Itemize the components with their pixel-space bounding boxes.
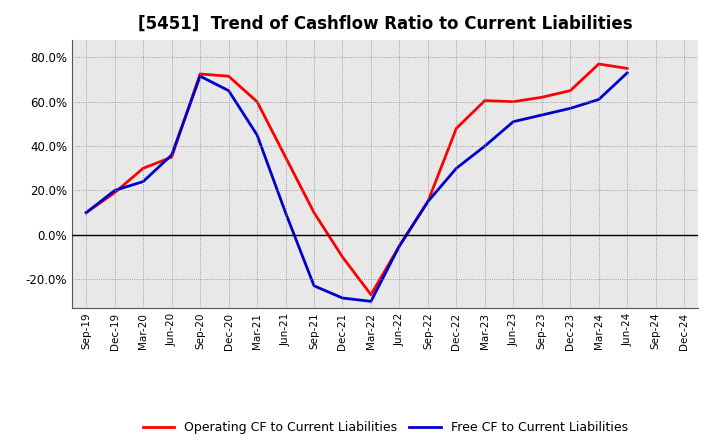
- Free CF to Current Liabilities: [310, 283, 318, 289]
- Operating CF to Current Liabilities: [395, 243, 404, 249]
- Free CF to Current Liabilities: [167, 152, 176, 158]
- Operating CF to Current Liabilities: [139, 165, 148, 171]
- Free CF to Current Liabilities: [282, 210, 290, 215]
- Free CF to Current Liabilities: [509, 119, 518, 125]
- Free CF to Current Liabilities: [139, 179, 148, 184]
- Operating CF to Current Liabilities: [452, 126, 461, 131]
- Free CF to Current Liabilities: [338, 295, 347, 301]
- Title: [5451]  Trend of Cashflow Ratio to Current Liabilities: [5451] Trend of Cashflow Ratio to Curren…: [138, 15, 632, 33]
- Free CF to Current Liabilities: [623, 70, 631, 76]
- Operating CF to Current Liabilities: [595, 61, 603, 66]
- Operating CF to Current Liabilities: [225, 73, 233, 79]
- Free CF to Current Liabilities: [366, 299, 375, 304]
- Operating CF to Current Liabilities: [537, 95, 546, 100]
- Operating CF to Current Liabilities: [623, 66, 631, 71]
- Free CF to Current Liabilities: [82, 210, 91, 215]
- Operating CF to Current Liabilities: [338, 254, 347, 260]
- Operating CF to Current Liabilities: [253, 99, 261, 104]
- Free CF to Current Liabilities: [595, 97, 603, 102]
- Operating CF to Current Liabilities: [167, 154, 176, 160]
- Free CF to Current Liabilities: [253, 132, 261, 138]
- Operating CF to Current Liabilities: [423, 199, 432, 204]
- Operating CF to Current Liabilities: [366, 292, 375, 297]
- Operating CF to Current Liabilities: [196, 71, 204, 77]
- Free CF to Current Liabilities: [480, 143, 489, 149]
- Free CF to Current Liabilities: [537, 112, 546, 117]
- Operating CF to Current Liabilities: [82, 210, 91, 215]
- Free CF to Current Liabilities: [452, 165, 461, 171]
- Free CF to Current Liabilities: [110, 188, 119, 193]
- Operating CF to Current Liabilities: [110, 190, 119, 195]
- Operating CF to Current Liabilities: [480, 98, 489, 103]
- Operating CF to Current Liabilities: [282, 154, 290, 160]
- Free CF to Current Liabilities: [566, 106, 575, 111]
- Free CF to Current Liabilities: [225, 88, 233, 93]
- Operating CF to Current Liabilities: [566, 88, 575, 93]
- Operating CF to Current Liabilities: [310, 210, 318, 215]
- Free CF to Current Liabilities: [423, 199, 432, 204]
- Line: Operating CF to Current Liabilities: Operating CF to Current Liabilities: [86, 64, 627, 295]
- Line: Free CF to Current Liabilities: Free CF to Current Liabilities: [86, 73, 627, 301]
- Operating CF to Current Liabilities: [509, 99, 518, 104]
- Free CF to Current Liabilities: [196, 73, 204, 79]
- Legend: Operating CF to Current Liabilities, Free CF to Current Liabilities: Operating CF to Current Liabilities, Fre…: [138, 416, 633, 439]
- Free CF to Current Liabilities: [395, 243, 404, 249]
